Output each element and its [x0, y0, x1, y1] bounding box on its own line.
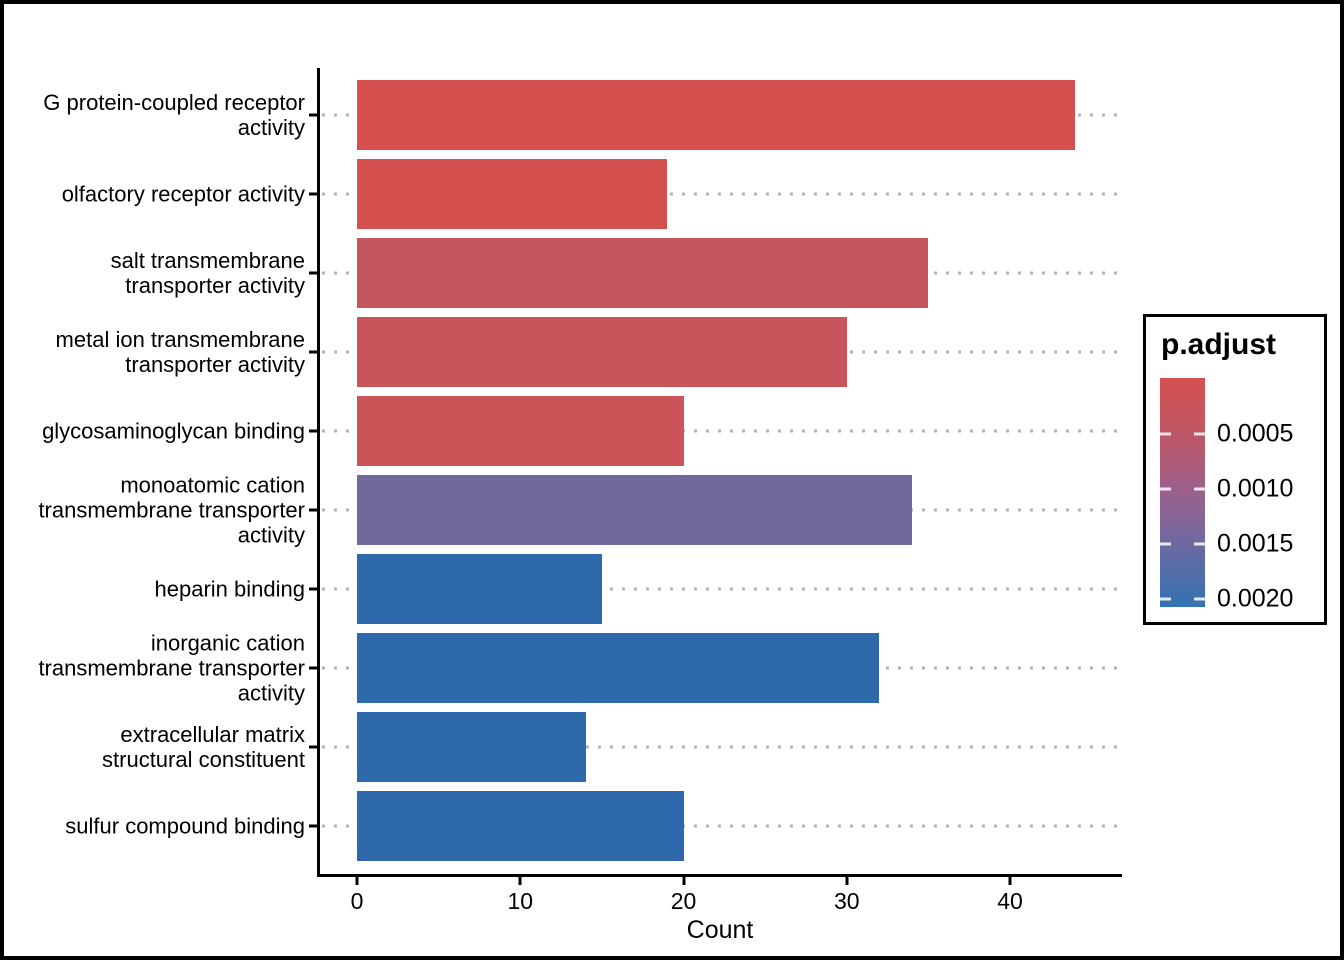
- y-tick-label: glycosaminoglycan binding: [42, 418, 305, 444]
- x-axis-tick: [518, 877, 522, 885]
- y-tick-label: G protein-coupled receptor activity: [43, 90, 305, 140]
- x-tick-label: 10: [507, 888, 534, 914]
- legend-tick-label: 0.0010: [1217, 474, 1294, 503]
- y-tick-label: inorganic cation transmembrane transporte…: [38, 630, 305, 706]
- y-tick-label: metal ion transmembrane transporter activ…: [55, 327, 305, 377]
- y-axis-tick: [309, 824, 317, 828]
- y-axis-tick: [309, 113, 317, 117]
- bar-8: [357, 633, 880, 703]
- grid-line: [322, 824, 1118, 828]
- legend-title: p.adjust: [1161, 328, 1277, 361]
- y-axis-tick: [309, 271, 317, 275]
- x-tick-label: 0: [350, 888, 364, 914]
- legend-gradient-tick: [1160, 542, 1171, 546]
- y-axis-tick: [309, 745, 317, 749]
- x-axis-line: [317, 874, 1122, 877]
- bar-2: [357, 159, 668, 229]
- x-axis-tick: [1008, 877, 1012, 885]
- x-tick-label: 30: [833, 888, 860, 914]
- y-axis-line: [317, 68, 320, 877]
- legend-gradient-tick: [1194, 597, 1205, 601]
- grid-line: [322, 745, 1118, 749]
- bar-1: [357, 80, 1076, 150]
- grid-line: [322, 192, 1118, 196]
- legend-gradient-tick: [1194, 542, 1205, 546]
- legend-gradient-tick: [1160, 432, 1171, 436]
- legend-gradient-tick: [1160, 487, 1171, 491]
- legend-tick-label: 0.0015: [1217, 529, 1294, 558]
- x-axis-title: Count: [686, 916, 754, 944]
- x-tick-label: 20: [670, 888, 697, 914]
- y-tick-label: salt transmembrane transporter activity: [110, 248, 305, 298]
- x-axis-tick: [355, 877, 359, 885]
- bar-3: [357, 238, 929, 308]
- legend-tick-label: 0.0020: [1217, 584, 1294, 613]
- y-tick-label: sulfur compound binding: [65, 813, 305, 839]
- legend-gradient-tick: [1194, 432, 1205, 436]
- y-tick-label: extracellular matrix structural constitue…: [102, 722, 305, 772]
- grid-line: [322, 587, 1118, 591]
- y-axis-tick: [309, 587, 317, 591]
- bar-7: [357, 554, 602, 624]
- legend-gradient-bar: [1160, 378, 1205, 607]
- legend-box: p.adjust 0.0005 0.0010 0.0015 0.0020: [1143, 314, 1327, 625]
- y-tick-label: heparin binding: [154, 576, 305, 602]
- bar-5: [357, 396, 684, 466]
- y-tick-label: olfactory receptor activity: [61, 181, 305, 207]
- bar-6: [357, 475, 913, 545]
- bar-4: [357, 317, 847, 387]
- plot-panel: [320, 68, 1120, 874]
- legend-gradient-tick: [1194, 487, 1205, 491]
- bar-10: [357, 791, 684, 861]
- y-axis-tick: [309, 429, 317, 433]
- y-axis-tick: [309, 666, 317, 670]
- grid-line: [322, 429, 1118, 433]
- y-axis-tick: [309, 192, 317, 196]
- y-axis-tick: [309, 508, 317, 512]
- y-tick-label: monoatomic cation transmembrane transport…: [38, 472, 305, 548]
- x-axis-tick: [845, 877, 849, 885]
- y-axis-tick: [309, 350, 317, 354]
- legend-tick-label: 0.0005: [1217, 419, 1294, 448]
- legend-gradient-tick: [1160, 597, 1171, 601]
- x-tick-label: 40: [997, 888, 1023, 914]
- bar-9: [357, 712, 586, 782]
- x-axis-tick: [682, 877, 685, 885]
